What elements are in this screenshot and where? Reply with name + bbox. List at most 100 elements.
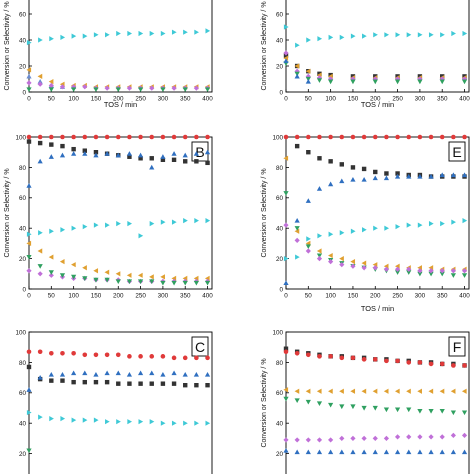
data-point-diamond xyxy=(305,248,311,254)
x-tick-label: 250 xyxy=(135,96,146,103)
data-point-square xyxy=(194,159,199,164)
data-point-diamond xyxy=(361,435,367,441)
data-point-triangle-up xyxy=(104,151,110,156)
data-point-triangle-down xyxy=(439,408,445,414)
x-tick-label: 50 xyxy=(48,293,56,300)
data-point-triangle-left xyxy=(350,259,356,265)
data-point-square xyxy=(339,162,344,167)
data-point-diamond xyxy=(394,266,401,272)
data-point-triangle-up xyxy=(417,173,423,179)
x-tick-label: 0 xyxy=(27,293,31,300)
y-axis-title: Conversion or Selectivity / % xyxy=(4,168,11,257)
data-point-triangle-right xyxy=(283,24,289,30)
data-point-triangle-up xyxy=(126,371,133,377)
data-point-square xyxy=(26,364,32,370)
data-point-triangle-left xyxy=(294,228,300,234)
data-point-diamond xyxy=(383,266,390,272)
data-point-triangle-down xyxy=(428,271,434,277)
data-point-triangle-down xyxy=(59,273,66,278)
data-point-circle xyxy=(37,134,43,140)
x-tick-label: 350 xyxy=(180,293,191,300)
x-tick-label: 100 xyxy=(68,293,79,300)
data-point-triangle-right xyxy=(138,419,144,425)
data-point-circle xyxy=(205,355,210,361)
data-point-triangle-right xyxy=(283,256,289,262)
data-point-triangle-down xyxy=(350,404,356,410)
data-point-triangle-up xyxy=(361,449,367,455)
panel-letter: F xyxy=(453,339,462,355)
y-tick-label: 80 xyxy=(276,360,284,367)
data-point-square xyxy=(317,156,322,161)
data-point-triangle-left xyxy=(406,388,411,394)
data-point-diamond xyxy=(394,434,401,440)
data-point-triangle-left xyxy=(283,55,289,61)
data-point-circle xyxy=(93,352,99,358)
data-point-square xyxy=(306,150,311,155)
data-point-triangle-right xyxy=(350,33,356,39)
data-point-triangle-up xyxy=(204,149,211,155)
data-point-triangle-up xyxy=(417,449,423,455)
data-point-diamond xyxy=(417,268,423,274)
data-point-square xyxy=(328,159,333,164)
data-point-square xyxy=(149,156,154,161)
data-point-square xyxy=(116,381,121,386)
data-point-triangle-left xyxy=(283,387,289,393)
data-point-triangle-up xyxy=(193,371,199,377)
data-point-triangle-down xyxy=(417,79,423,85)
data-point-triangle-up xyxy=(171,370,177,376)
data-point-triangle-right xyxy=(295,254,300,260)
data-point-triangle-right xyxy=(194,420,199,426)
y-tick-label: 100 xyxy=(272,134,283,141)
data-point-triangle-right xyxy=(306,236,311,242)
data-point-circle xyxy=(328,354,333,359)
data-point-triangle-right xyxy=(295,42,300,48)
data-point-triangle-right xyxy=(194,29,199,35)
data-point-square xyxy=(194,383,199,388)
data-point-triangle-left xyxy=(428,265,434,271)
data-point-triangle-right xyxy=(328,231,334,237)
data-point-triangle-right xyxy=(105,32,110,38)
y-tick-label: 80 xyxy=(19,360,27,367)
data-point-triangle-right xyxy=(105,419,110,425)
data-point-triangle-right xyxy=(82,224,88,230)
data-point-triangle-left xyxy=(160,274,165,280)
data-point-square xyxy=(361,166,367,172)
data-point-triangle-right xyxy=(406,32,412,38)
data-point-triangle-down xyxy=(126,279,133,284)
data-point-triangle-left xyxy=(328,388,333,394)
data-point-circle xyxy=(384,358,389,364)
data-point-triangle-right xyxy=(395,32,401,38)
data-point-triangle-left xyxy=(372,262,378,268)
data-point-triangle-left xyxy=(48,254,54,260)
y-tick-label: 60 xyxy=(276,11,284,18)
data-point-triangle-right xyxy=(306,37,311,43)
data-point-circle xyxy=(138,134,143,140)
x-tick-label: 300 xyxy=(158,293,169,300)
data-point-triangle-up xyxy=(26,73,32,79)
data-point-diamond xyxy=(59,84,66,90)
x-tick-label: 0 xyxy=(284,293,288,300)
data-point-triangle-right xyxy=(171,420,177,426)
data-point-triangle-left xyxy=(93,268,99,274)
data-point-triangle-up xyxy=(350,449,356,455)
data-point-triangle-up xyxy=(137,370,144,376)
data-point-diamond xyxy=(283,50,289,56)
data-point-triangle-down xyxy=(316,253,323,259)
x-tick-label: 350 xyxy=(437,293,448,300)
data-point-triangle-up xyxy=(328,449,334,455)
data-point-triangle-down xyxy=(328,402,334,408)
data-point-circle xyxy=(138,354,143,359)
x-tick-label: 200 xyxy=(113,96,124,103)
data-point-diamond xyxy=(37,81,43,87)
data-point-triangle-down xyxy=(417,271,423,277)
data-point-triangle-right xyxy=(183,420,188,426)
data-markers xyxy=(283,24,468,85)
plot-frame xyxy=(28,0,213,93)
data-point-square xyxy=(294,143,300,149)
data-point-triangle-down xyxy=(26,87,32,92)
data-point-triangle-down xyxy=(193,280,199,286)
data-point-diamond xyxy=(82,84,88,90)
data-point-triangle-up xyxy=(461,449,468,455)
x-tick-label: 400 xyxy=(459,293,470,300)
data-point-triangle-right xyxy=(49,228,54,234)
